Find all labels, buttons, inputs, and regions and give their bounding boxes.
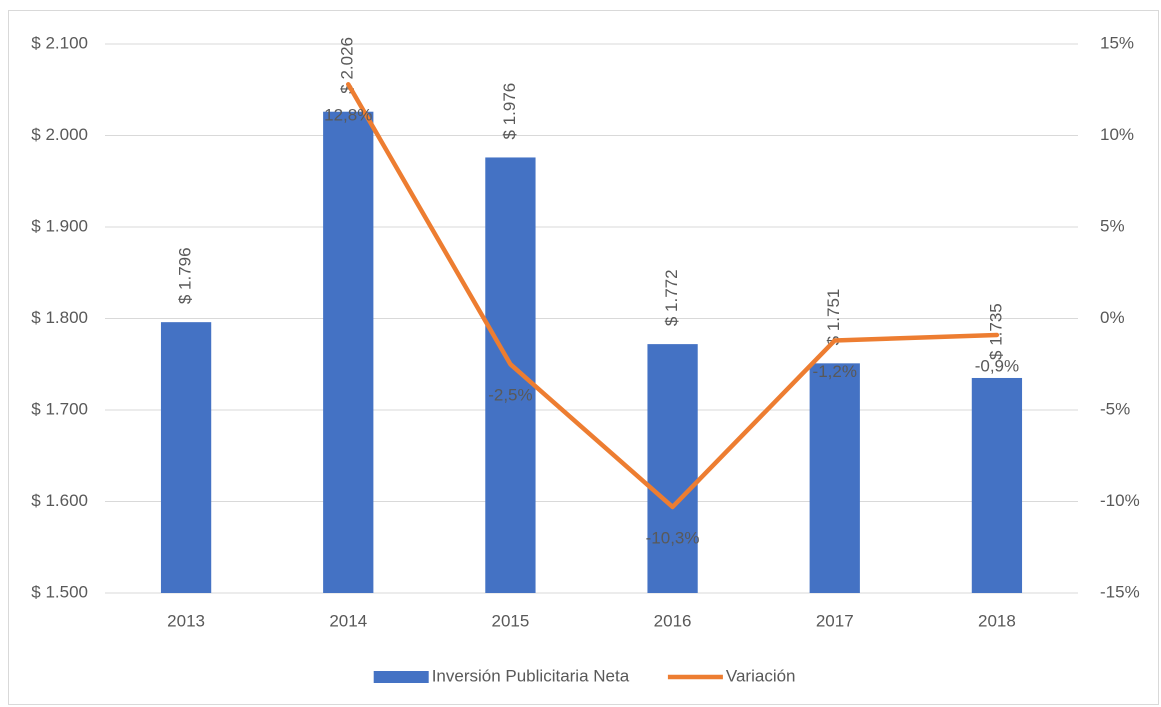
line-value-label: 12,8%: [324, 106, 372, 125]
bar-value-label: $ 1.751: [824, 289, 843, 346]
legend-label: Inversión Publicitaria Neta: [432, 666, 630, 685]
y-tick-label: $ 1.800: [31, 308, 88, 327]
bar-value-label: $ 1.976: [500, 83, 519, 140]
y2-tick-label: -15%: [1100, 582, 1140, 601]
y2-tick-label: -5%: [1100, 399, 1130, 418]
y-tick-label: $ 1.600: [31, 491, 88, 510]
bar: [160, 322, 212, 593]
legend-label: Variación: [726, 666, 796, 685]
line-value-label: -10,3%: [646, 528, 700, 547]
line-value-label: -2,5%: [488, 386, 532, 405]
y2-tick-label: 5%: [1100, 216, 1125, 235]
bar: [647, 344, 698, 593]
y2-tick-label: 0%: [1100, 308, 1125, 327]
x-tick-label: 2017: [816, 611, 854, 630]
y2-tick-label: 15%: [1100, 33, 1134, 52]
x-tick-label: 2014: [329, 611, 367, 630]
line-value-label: -1,2%: [813, 362, 857, 381]
bar: [971, 377, 1023, 593]
bar-value-label: $ 1.772: [662, 269, 681, 326]
y2-tick-label: 10%: [1100, 125, 1134, 144]
y2-tick-label: -10%: [1100, 491, 1140, 510]
legend-swatch: [373, 671, 429, 683]
y-tick-label: $ 1.700: [31, 399, 88, 418]
bar: [809, 363, 860, 593]
y-tick-label: $ 1.500: [31, 582, 88, 601]
x-tick-label: 2013: [167, 611, 205, 630]
bar-value-label: $ 1.796: [176, 247, 195, 304]
bar-value-label: $ 2.026: [338, 37, 357, 94]
bar: [485, 157, 536, 593]
x-tick-label: 2015: [492, 611, 530, 630]
x-tick-label: 2018: [978, 611, 1016, 630]
line-value-label: -0,9%: [975, 356, 1019, 375]
y-tick-label: $ 2.000: [31, 125, 88, 144]
bar: [323, 111, 374, 594]
bar-value-label: $ 1.735: [986, 303, 1005, 360]
x-tick-label: 2016: [654, 611, 692, 630]
line: [346, 82, 1000, 510]
y-tick-label: $ 1.900: [31, 216, 88, 235]
y-tick-label: $ 2.100: [31, 33, 88, 52]
